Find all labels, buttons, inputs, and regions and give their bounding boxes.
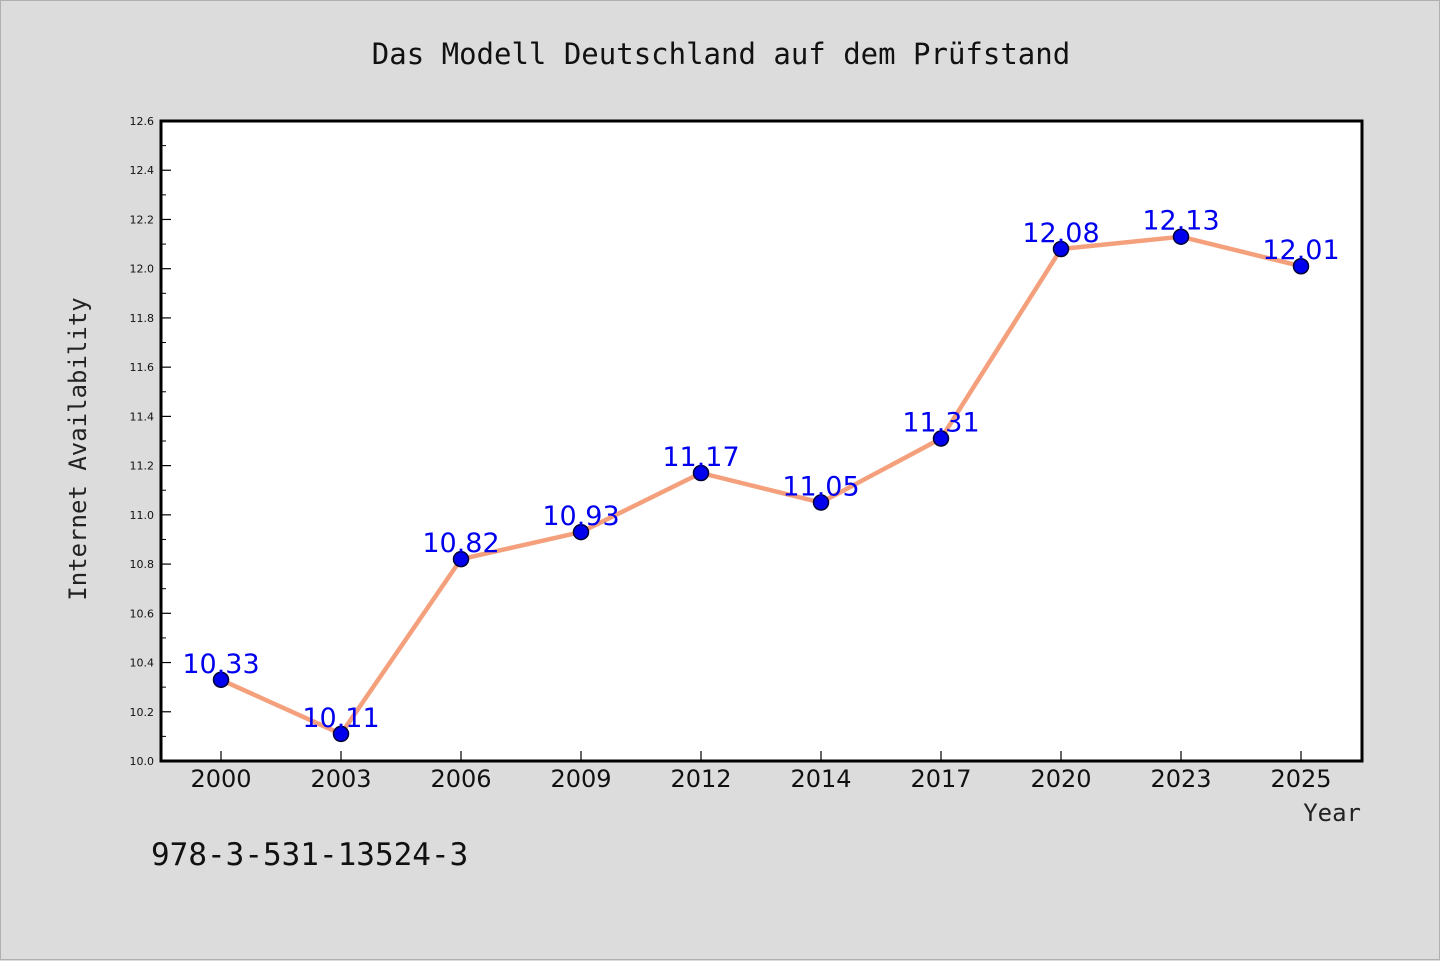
series-markers bbox=[212, 228, 1310, 743]
y-axis-title: Internet Availability bbox=[64, 297, 92, 600]
y-tick-label: 11.8 bbox=[130, 312, 155, 325]
data-point-marker bbox=[812, 494, 830, 511]
data-point-label: 10.33 bbox=[182, 649, 259, 680]
y-tick-label: 10.0 bbox=[130, 755, 155, 768]
data-point-marker bbox=[932, 430, 950, 447]
y-tick-label: 10.4 bbox=[130, 657, 155, 670]
data-point-marker bbox=[572, 523, 590, 541]
x-tick-label: 2006 bbox=[430, 765, 491, 793]
y-tick-label: 12.0 bbox=[130, 263, 155, 276]
x-tick-label: 2014 bbox=[790, 765, 851, 793]
y-tick-label: 11.6 bbox=[130, 361, 155, 374]
plot-area bbox=[161, 121, 1362, 761]
x-tick-label: 2020 bbox=[1030, 765, 1091, 793]
data-point-marker bbox=[452, 550, 470, 568]
data-point-label: 10.82 bbox=[422, 528, 499, 559]
data-point-marker bbox=[1172, 228, 1190, 245]
y-tick-label: 11.2 bbox=[130, 460, 155, 473]
y-tick-label: 11.4 bbox=[130, 410, 155, 423]
x-tick-label: 2012 bbox=[670, 765, 731, 793]
data-point-marker bbox=[212, 671, 230, 689]
y-axis-ticks: 10.0 10.2 10.4 10.6 10.8 11.0 11.2 11.4 11.6 11.8… bbox=[130, 115, 171, 768]
data-point-marker bbox=[332, 725, 350, 743]
y-tick-label: 10.8 bbox=[130, 558, 155, 571]
x-tick-label: 2025 bbox=[1270, 765, 1331, 793]
y-tick-label: 12.4 bbox=[130, 164, 155, 177]
x-axis-ticks: 2000 2003 2006 2009 2012 2014 2017 2020 2023 2025 bbox=[190, 751, 1332, 793]
data-point-marker bbox=[1052, 240, 1070, 258]
x-tick-label: 2000 bbox=[190, 765, 251, 793]
data-point-label: 10.11 bbox=[302, 703, 379, 734]
y-tick-label: 12.2 bbox=[130, 213, 155, 226]
data-point-label: 12.13 bbox=[1142, 206, 1219, 237]
x-tick-label: 2017 bbox=[910, 765, 971, 793]
data-point-label: 10.93 bbox=[542, 501, 619, 532]
x-axis-title: Year bbox=[1303, 799, 1361, 827]
y-tick-label: 10.2 bbox=[130, 706, 155, 719]
data-point-label: 11.31 bbox=[902, 408, 979, 439]
data-point-label: 11.17 bbox=[662, 442, 739, 473]
data-point-label: 12.01 bbox=[1262, 235, 1339, 266]
data-point-marker bbox=[692, 464, 710, 482]
x-tick-label: 2009 bbox=[550, 765, 611, 793]
chart-title: Das Modell Deutschland auf dem Prüfstand bbox=[372, 37, 1070, 71]
data-point-marker bbox=[1292, 257, 1310, 275]
y-tick-label: 11.0 bbox=[130, 509, 155, 522]
plot-frame bbox=[159, 119, 1364, 763]
data-labels: 10.33 10.11 10.82 10.93 11.17 11.05 11.31 12.08… bbox=[182, 206, 1339, 734]
data-point-label: 12.08 bbox=[1022, 218, 1099, 249]
series-line bbox=[218, 234, 1304, 737]
x-tick-label: 2003 bbox=[310, 765, 371, 793]
isbn-footer: 978-3-531-13524-3 bbox=[151, 837, 468, 873]
y-tick-label: 10.6 bbox=[130, 607, 155, 620]
y-tick-label: 12.6 bbox=[130, 115, 155, 128]
x-tick-label: 2023 bbox=[1150, 765, 1211, 793]
data-point-label: 11.05 bbox=[782, 472, 859, 503]
